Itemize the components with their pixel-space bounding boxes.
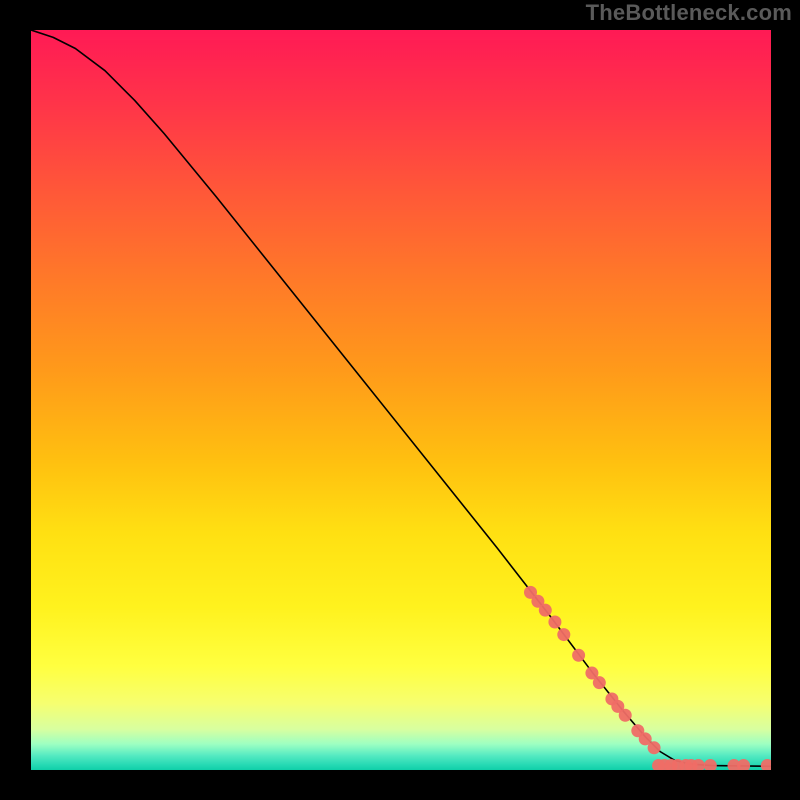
chart-container: TheBottleneck.com — [0, 0, 800, 800]
gradient-background — [31, 30, 771, 770]
scatter-point — [619, 709, 632, 722]
scatter-point — [648, 741, 661, 754]
chart-svg — [31, 30, 771, 770]
scatter-point — [593, 676, 606, 689]
scatter-point — [539, 604, 552, 617]
scatter-point — [572, 649, 585, 662]
plot-area — [30, 30, 770, 770]
watermark-text: TheBottleneck.com — [586, 0, 792, 26]
scatter-point — [548, 616, 561, 629]
scatter-point — [557, 628, 570, 641]
